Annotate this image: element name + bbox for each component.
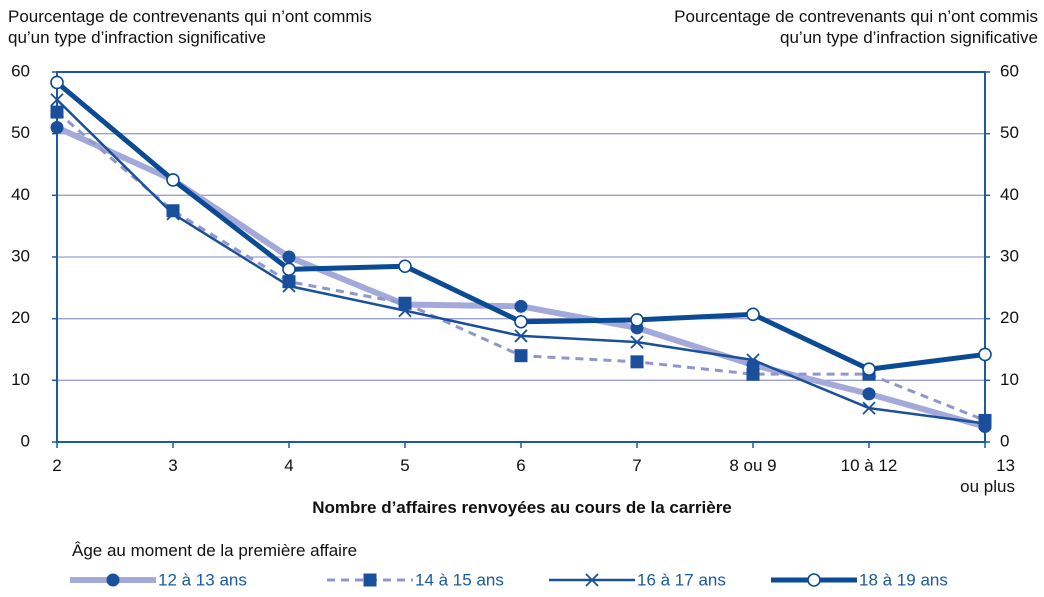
marker [862,387,876,401]
y2-tick-label: 10 [1000,370,1019,389]
marker [282,262,296,277]
marker [514,299,528,313]
marker [50,75,64,90]
marker [398,296,412,310]
y2-tick-label: 60 [1000,61,1019,80]
y2-tick-label: 20 [1000,308,1019,327]
y-tick-label: 0 [21,431,30,450]
marker [50,121,64,134]
x-tick-label: 7 [632,456,642,475]
marker [746,353,760,367]
y2-tick-label: 40 [1000,185,1019,204]
marker [978,416,992,431]
legend-marker [585,573,599,587]
x-tick-label: 13 ou plus [960,456,1015,496]
marker [514,314,528,329]
x-tick-label: 5 [400,456,410,475]
series-line [55,124,986,430]
marker [746,367,760,381]
legend-marker [106,573,120,587]
marker [630,335,644,349]
marker [50,93,64,107]
y-tick-label: 40 [11,185,30,204]
y2-axis-title: Pourcentage de contrevenants qui n’ont c… [674,7,1038,47]
legend-title: Âge au moment de la première affaire [72,541,358,560]
y-tick-label: 10 [11,370,30,389]
y2-tick-label: 50 [1000,123,1019,142]
marker [50,105,64,119]
marker [398,304,412,318]
marker [282,279,296,293]
x-axis-title: Nombre d’affaires renvoyées au cours de … [312,498,732,517]
y2-tick-label: 30 [1000,246,1019,265]
marker [978,347,992,362]
legend-label: 14 à 15 ans [415,570,504,589]
marker [166,173,180,187]
legend-label: 12 à 13 ans [158,570,247,589]
legend-marker [807,573,821,587]
y-tick-label: 20 [11,308,30,327]
marker [398,259,412,274]
x-tick-label: 2 [52,456,62,475]
marker [862,362,876,377]
y2-tick-label: 0 [1000,431,1009,450]
marker [630,355,644,369]
y-tick-label: 60 [11,61,30,80]
x-tick-label: 8 ou 9 [729,456,777,475]
y-axis-title: Pourcentage de contrevenants qui n’ont c… [8,7,372,47]
marker [166,204,180,218]
marker [166,207,180,221]
legend-label: 16 à 17 ans [637,570,726,589]
legend-marker [363,573,377,587]
x-tick-label: 10 à 12 [840,456,898,475]
legend-label: 18 à 19 ans [859,570,948,589]
marker [978,413,992,427]
x-tick-label: 6 [516,456,526,475]
marker [862,401,876,415]
marker [514,349,528,363]
marker [746,307,760,322]
x-tick-label: 3 [168,456,178,475]
marker [282,250,296,264]
x-tick-label: 4 [284,456,294,475]
series-line [56,110,986,422]
marker [514,329,528,343]
marker [630,313,644,327]
y-tick-label: 50 [11,123,30,142]
y-tick-label: 30 [11,246,30,265]
